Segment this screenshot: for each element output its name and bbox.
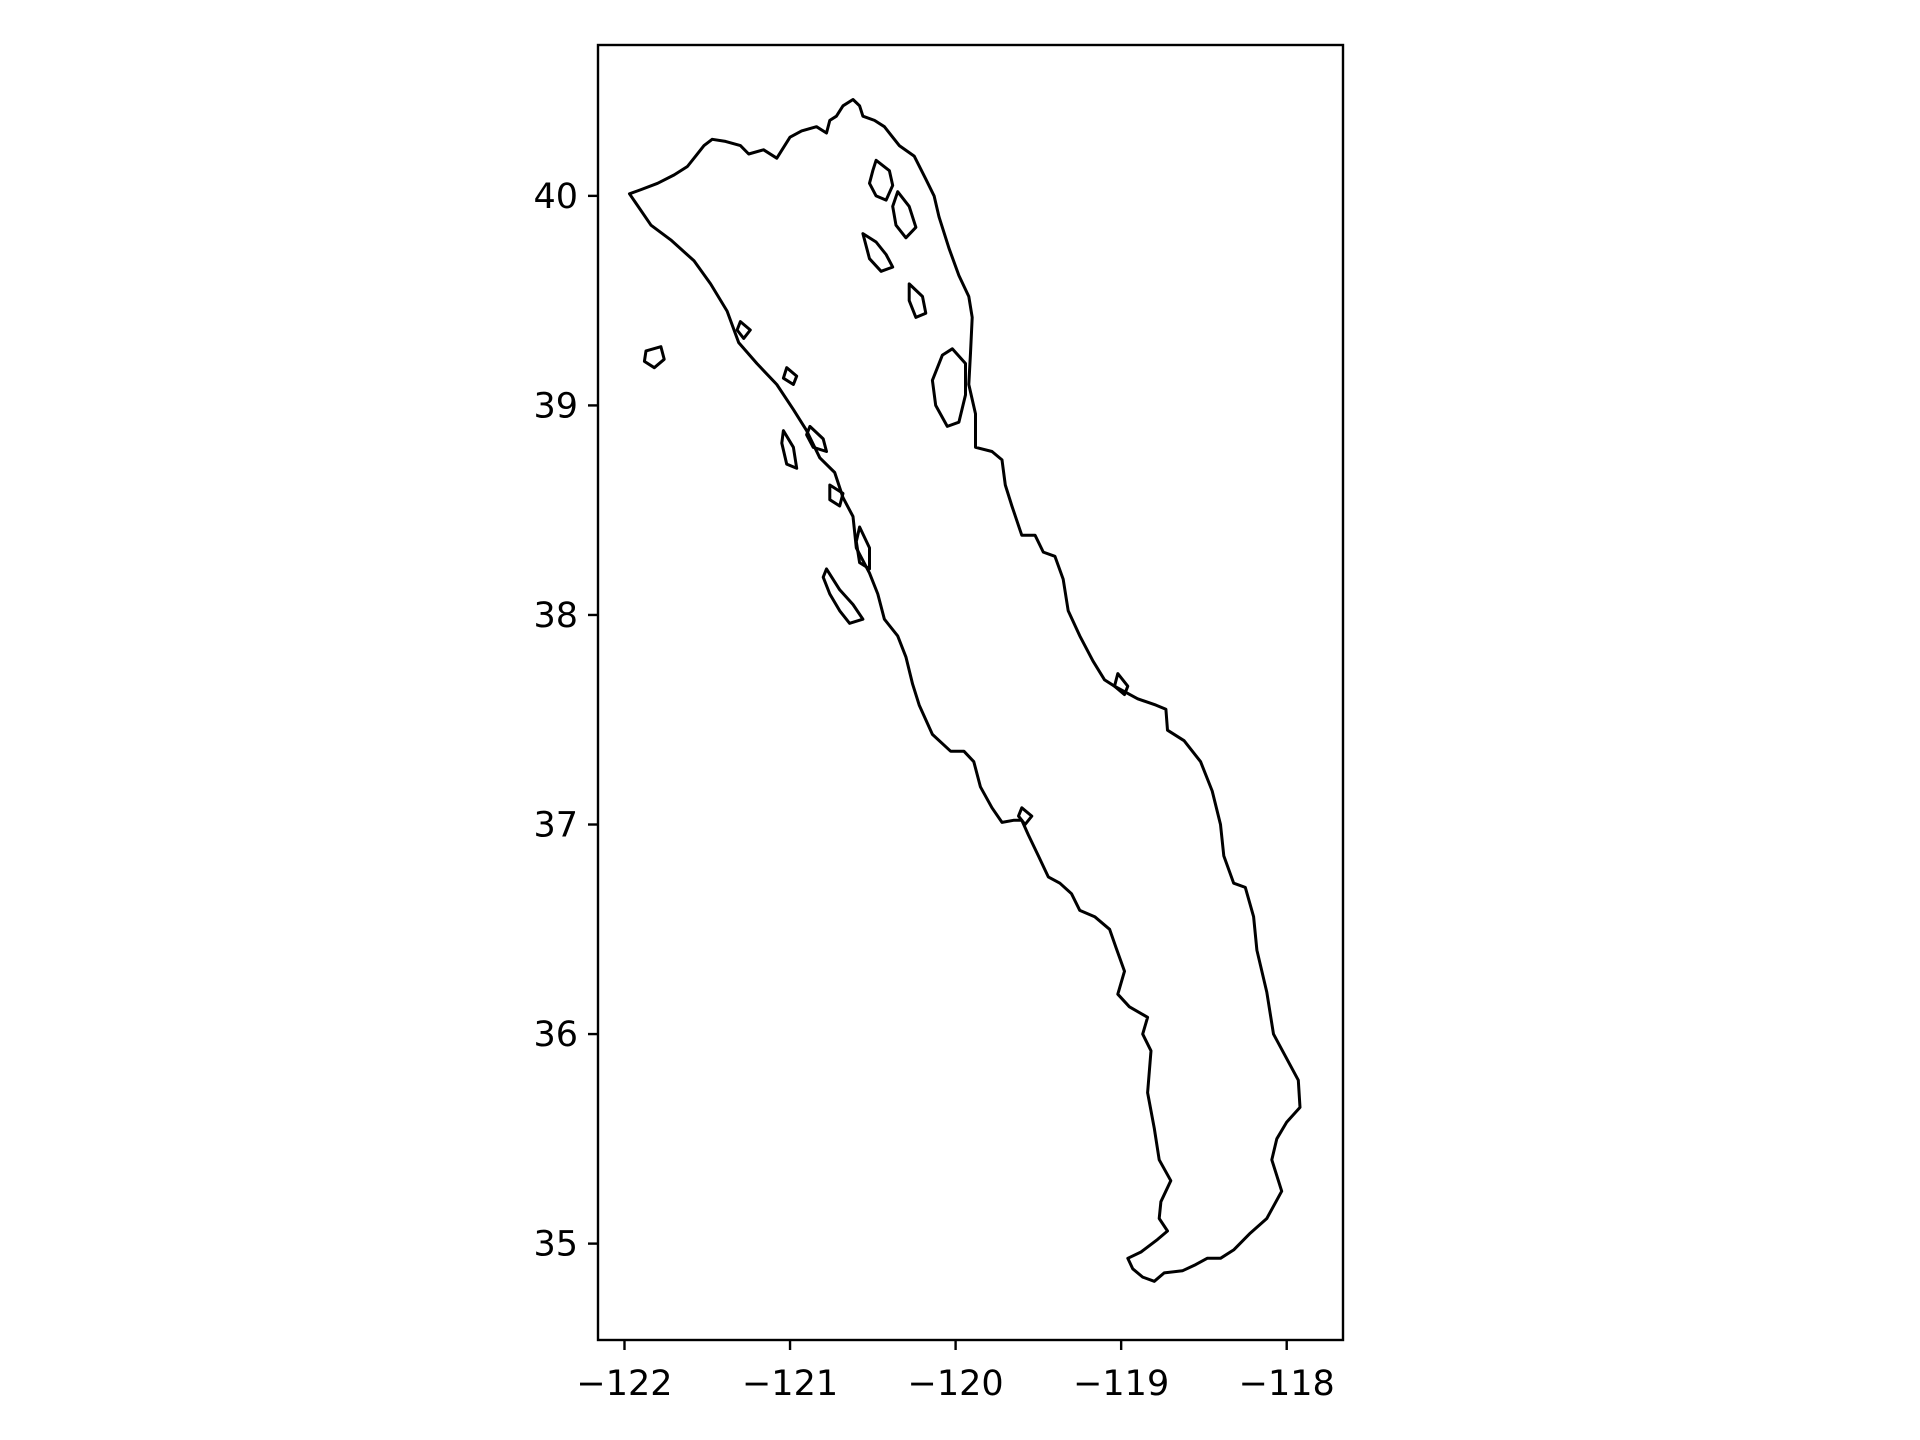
region-hole-outline: [1113, 672, 1130, 697]
region-hole-outline: [907, 282, 928, 319]
region-hole-outline: [828, 483, 845, 508]
x-axis: −122 −121 −120 −119 −118: [576, 1340, 1335, 1404]
x-tick-label: −122: [576, 1364, 672, 1404]
y-tick-label: 36: [533, 1015, 578, 1055]
y-tick-label: 37: [533, 806, 578, 846]
region-hole-outline: [861, 232, 895, 273]
x-tick-label: −120: [908, 1364, 1004, 1404]
x-tick-label: −119: [1073, 1364, 1169, 1404]
region-hole-outline: [868, 158, 895, 202]
map-plot-area: [628, 98, 1302, 1283]
region-hole-outline: [642, 345, 666, 370]
x-tick-label: −121: [742, 1364, 838, 1404]
region-hole-outline: [1017, 806, 1034, 826]
region-hole-outline: [930, 347, 967, 428]
region-hole-outline: [891, 190, 918, 240]
y-axis: 35 36 37 38 39 40: [533, 177, 598, 1265]
region-hole-outline: [781, 366, 799, 386]
region-hole-outline: [854, 525, 871, 571]
x-tick-label: −118: [1239, 1364, 1335, 1404]
region-outline: [628, 98, 1302, 1283]
y-tick-label: 39: [533, 386, 578, 426]
y-tick-label: 35: [533, 1225, 578, 1265]
region-hole-outline: [821, 567, 865, 625]
region-hole-outline: [805, 424, 828, 453]
region-hole-outline: [735, 320, 752, 340]
region-hole-outline: [780, 429, 799, 470]
axes-frame: [596, 43, 1345, 1342]
y-tick-label: 40: [533, 177, 578, 217]
y-tick-label: 38: [533, 596, 578, 636]
